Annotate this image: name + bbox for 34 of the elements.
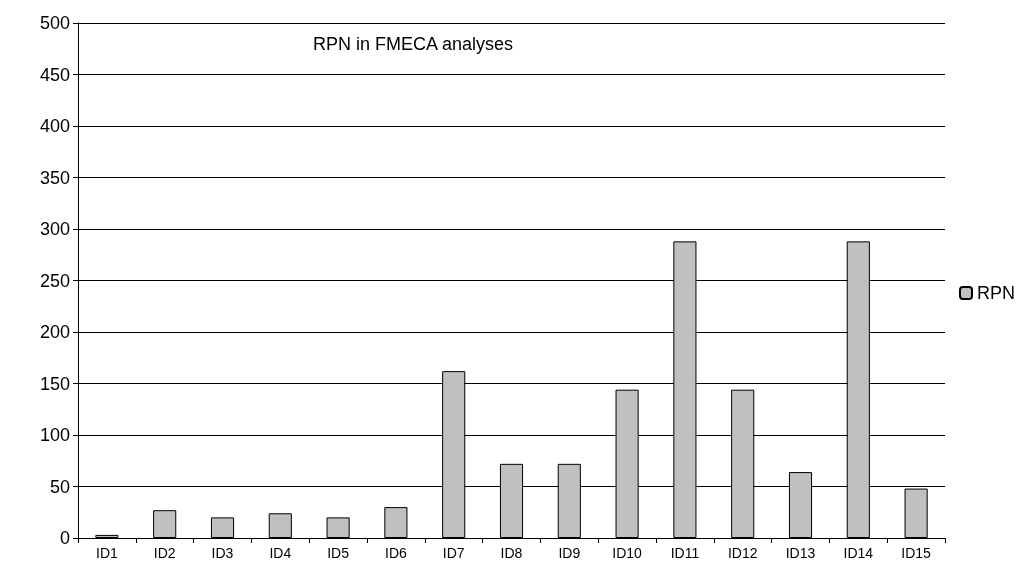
x-tick-label: ID15 bbox=[901, 545, 932, 561]
y-tick-label: 350 bbox=[39, 167, 70, 188]
x-tick-label: ID11 bbox=[670, 545, 700, 561]
y-tick-label: 100 bbox=[39, 425, 70, 445]
y-tick-label: 400 bbox=[39, 116, 70, 136]
bar bbox=[95, 534, 119, 538]
y-tick-label: 450 bbox=[39, 64, 70, 85]
x-tick-label: ID6 bbox=[385, 545, 407, 561]
y-tick-label: 0 bbox=[59, 528, 70, 548]
legend-label: RPN bbox=[977, 283, 1016, 303]
y-tick-label: 300 bbox=[39, 219, 70, 239]
x-tick-label: ID10 bbox=[612, 545, 643, 561]
x-tick-label: ID2 bbox=[153, 545, 176, 561]
y-tick-label: 250 bbox=[39, 270, 70, 291]
x-tick-label: ID13 bbox=[785, 545, 816, 561]
x-tick-label: ID4 bbox=[269, 545, 292, 561]
bar bbox=[268, 513, 292, 538]
x-tick-label: ID8 bbox=[500, 545, 523, 561]
bar bbox=[384, 507, 408, 538]
x-tick-label: ID12 bbox=[727, 545, 758, 561]
y-tick-label: 150 bbox=[39, 373, 70, 394]
y-tick-label: 500 bbox=[39, 13, 70, 33]
y-tick-label: 200 bbox=[39, 322, 70, 342]
x-tick-label: ID3 bbox=[211, 545, 234, 561]
x-tick-label: ID9 bbox=[558, 545, 581, 561]
x-tick-label: ID14 bbox=[843, 545, 874, 561]
x-tick-label: ID7 bbox=[442, 545, 465, 561]
bar bbox=[153, 510, 177, 538]
bar bbox=[210, 517, 235, 538]
x-tick-label: ID5 bbox=[327, 545, 350, 561]
text: RPN in FMECA analyses bbox=[313, 34, 514, 54]
y-tick-label: 50 bbox=[49, 476, 70, 497]
x-tick-label: ID1 bbox=[96, 545, 118, 561]
bar bbox=[326, 517, 350, 538]
